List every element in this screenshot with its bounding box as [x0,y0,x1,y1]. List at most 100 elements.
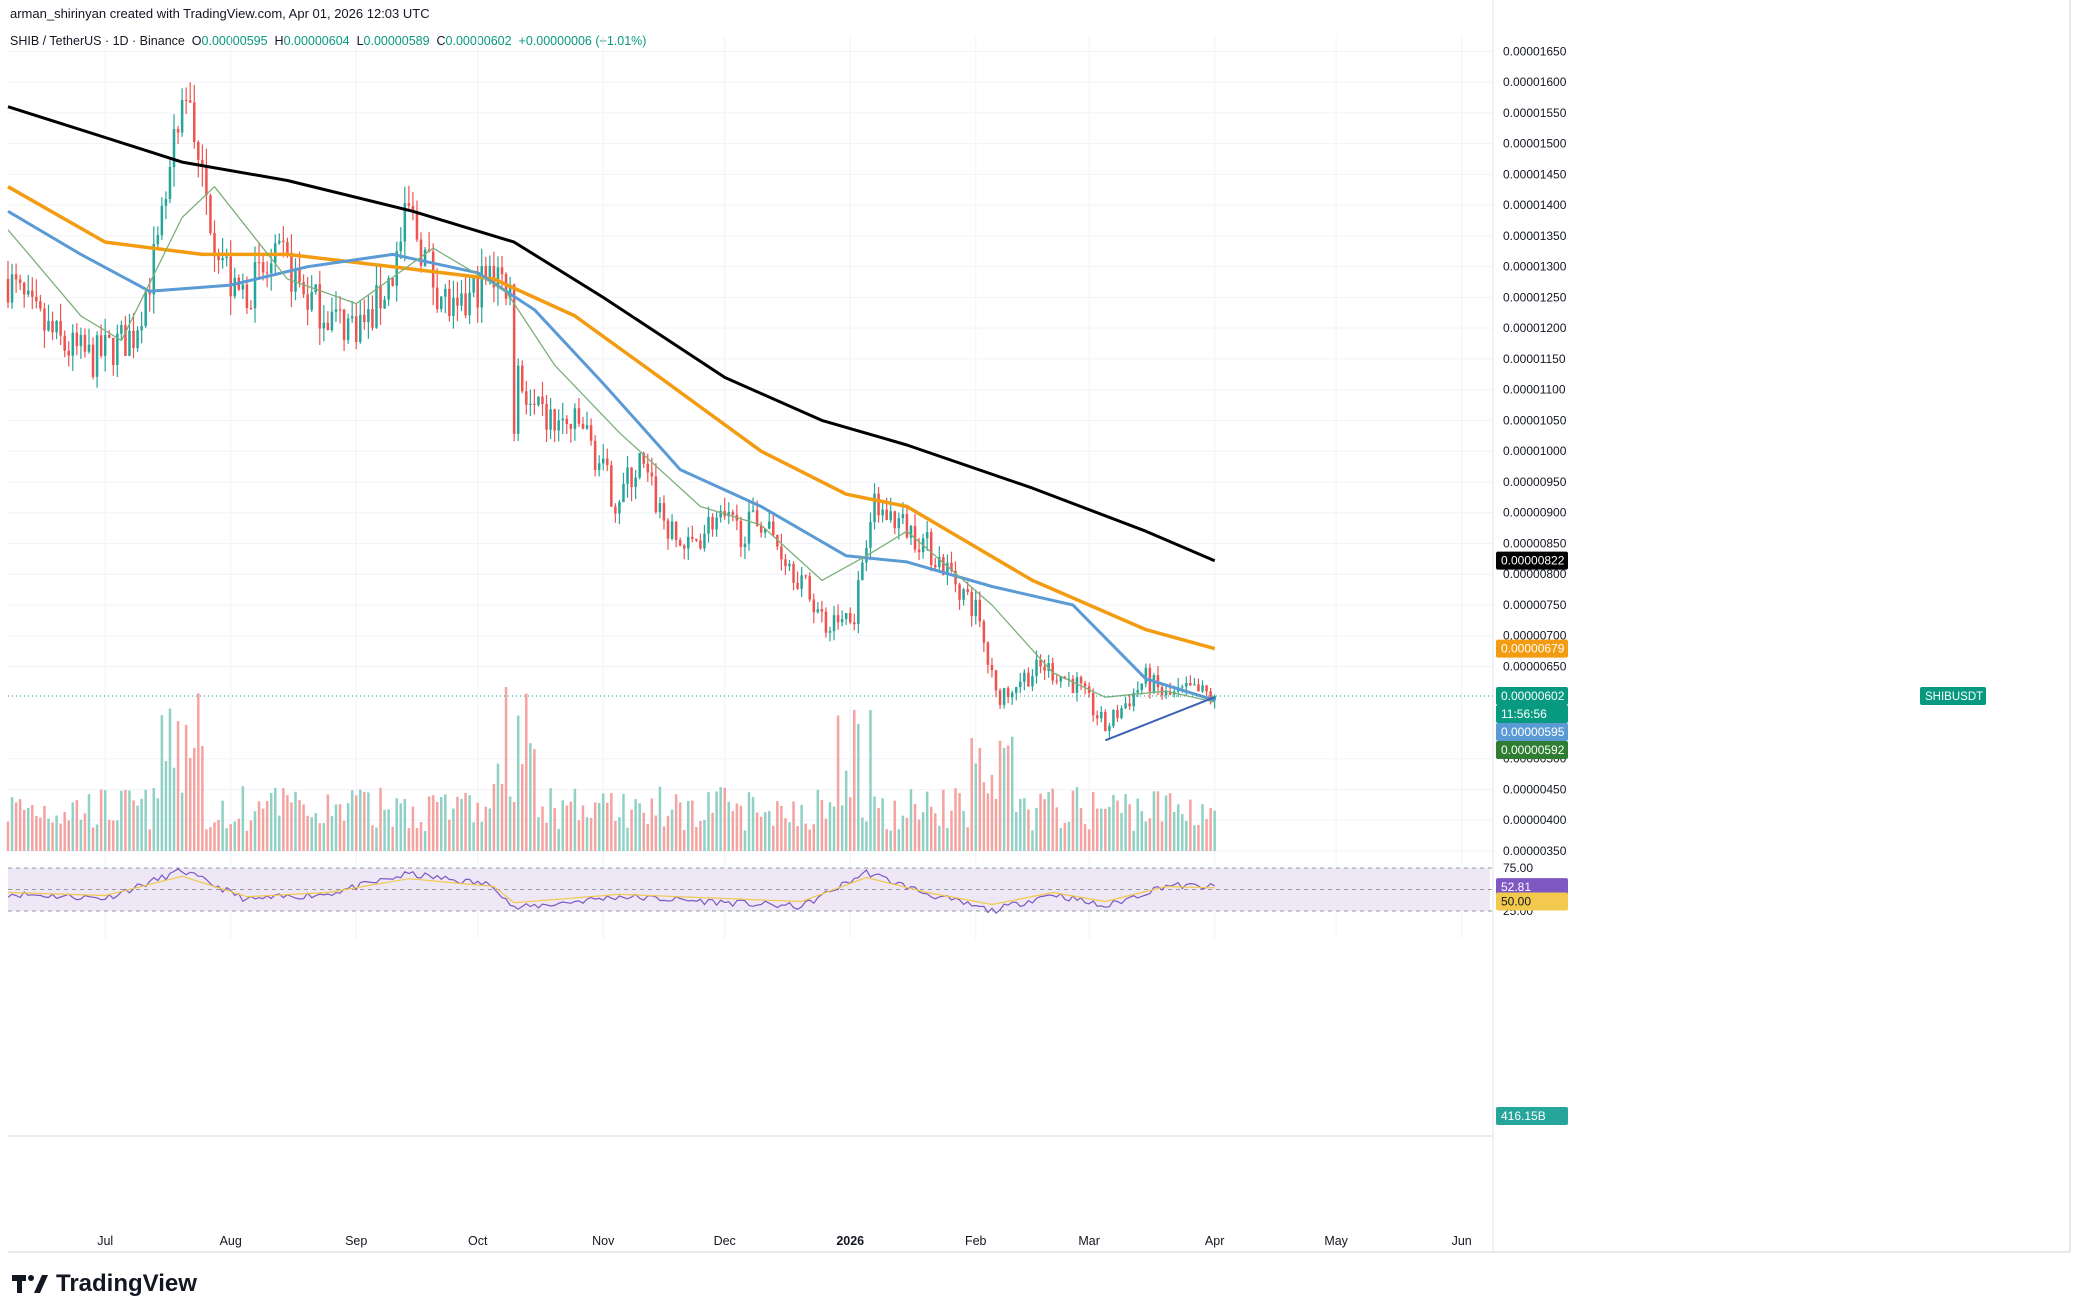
candle-body [1185,683,1188,687]
volume-bar [934,813,937,851]
volume-bar [751,797,755,851]
volume-bar [504,687,508,851]
candle-body [954,570,957,585]
y-tick-label: 0.00000950 [1503,475,1567,489]
candle-body [249,308,253,310]
volume-bar [217,820,220,851]
candle-body [1071,678,1075,693]
moving-averages [7,105,1216,703]
candle-body [193,102,196,142]
volume-bar [1108,806,1111,851]
candle-body [1108,726,1111,732]
candle-body [699,540,702,549]
volume-bar [626,827,629,851]
candle-body [776,535,779,547]
candle-body [545,403,548,430]
candle-body [233,277,237,297]
volume-bar [719,787,722,851]
candle-body [269,263,273,274]
candle-body [751,510,755,512]
volume-bar [342,820,346,851]
volume-bar [452,808,455,851]
candle-body [116,333,119,365]
volume-bar [557,828,560,851]
volume-bar [403,798,407,851]
candle-body [156,235,160,245]
volume-bar [172,767,176,851]
volume-bar [1075,787,1079,851]
volume-bar [75,799,79,851]
candle-body [601,458,605,464]
volume-bar [1014,812,1018,851]
volume-bar [581,805,585,851]
volume-bar [674,794,678,851]
candle-body [160,205,164,236]
candle-body [869,521,872,548]
volume-bar [63,811,66,851]
candle-body [298,268,301,283]
volume-bar [1140,811,1144,851]
volume-bar [43,805,46,851]
tradingview-logo[interactable]: TradingView [12,1270,197,1298]
candle-body [180,100,184,133]
volume-bar [942,789,945,851]
candle-body [464,293,467,316]
volume-bar [1160,821,1164,851]
volume-bar [419,821,423,851]
volume-bar [415,828,419,851]
y-tick-label: 0.00001300 [1503,260,1567,274]
candle-body [994,670,998,691]
candle-body [626,467,629,484]
volume-bar [881,798,884,851]
candle-body [820,609,824,612]
candle-body [379,285,382,309]
volume-bar [83,813,87,851]
volume-bar [525,693,528,851]
candle-body [873,493,876,522]
volume-bar [800,804,803,851]
rsi-ma-label: 50.00 [1501,895,1531,909]
candle-body [1014,687,1018,693]
candle-body [209,195,212,233]
candle-body [371,309,374,328]
volume-bar [832,806,836,851]
volume-bar [739,805,743,851]
candle-body [391,278,394,286]
candle-body [205,165,208,196]
volume-bar [962,810,965,851]
ma50-price-label: 0.00000595 [1501,725,1565,739]
volume-bar [784,818,787,851]
candle-body [905,514,909,538]
candle-body [496,267,500,288]
volume-bar [1124,794,1127,851]
candle-body [597,463,601,470]
volume-bar [136,805,139,851]
candlesticks [6,82,1216,738]
y-tick-label: 0.00001050 [1503,413,1567,427]
volume-bar [346,803,350,851]
volume-bar [229,824,232,851]
volume-bar [759,816,763,851]
volume-bar [913,803,917,851]
x-tick-label: Dec [714,1234,736,1248]
volume-bar [994,798,998,851]
x-tick-label: Jul [97,1234,113,1248]
candle-body [958,584,961,600]
volume-bar [986,793,990,851]
candle-body [480,266,484,308]
volume-bar [541,806,544,851]
candle-body [557,420,560,431]
ma20-price-label: 0.00000592 [1501,743,1565,757]
volume-bar [901,815,905,851]
volume-bar [128,790,131,851]
candle-body [59,321,62,336]
candle-body [164,199,168,206]
candle-body [861,562,864,581]
ma-line-ma100 [7,185,1216,651]
candle-body [1023,672,1026,682]
volume-last-label: 416.15B [1501,1109,1546,1123]
volume-bar [253,811,257,851]
candle-body [176,128,180,133]
candle-body [1035,659,1038,677]
